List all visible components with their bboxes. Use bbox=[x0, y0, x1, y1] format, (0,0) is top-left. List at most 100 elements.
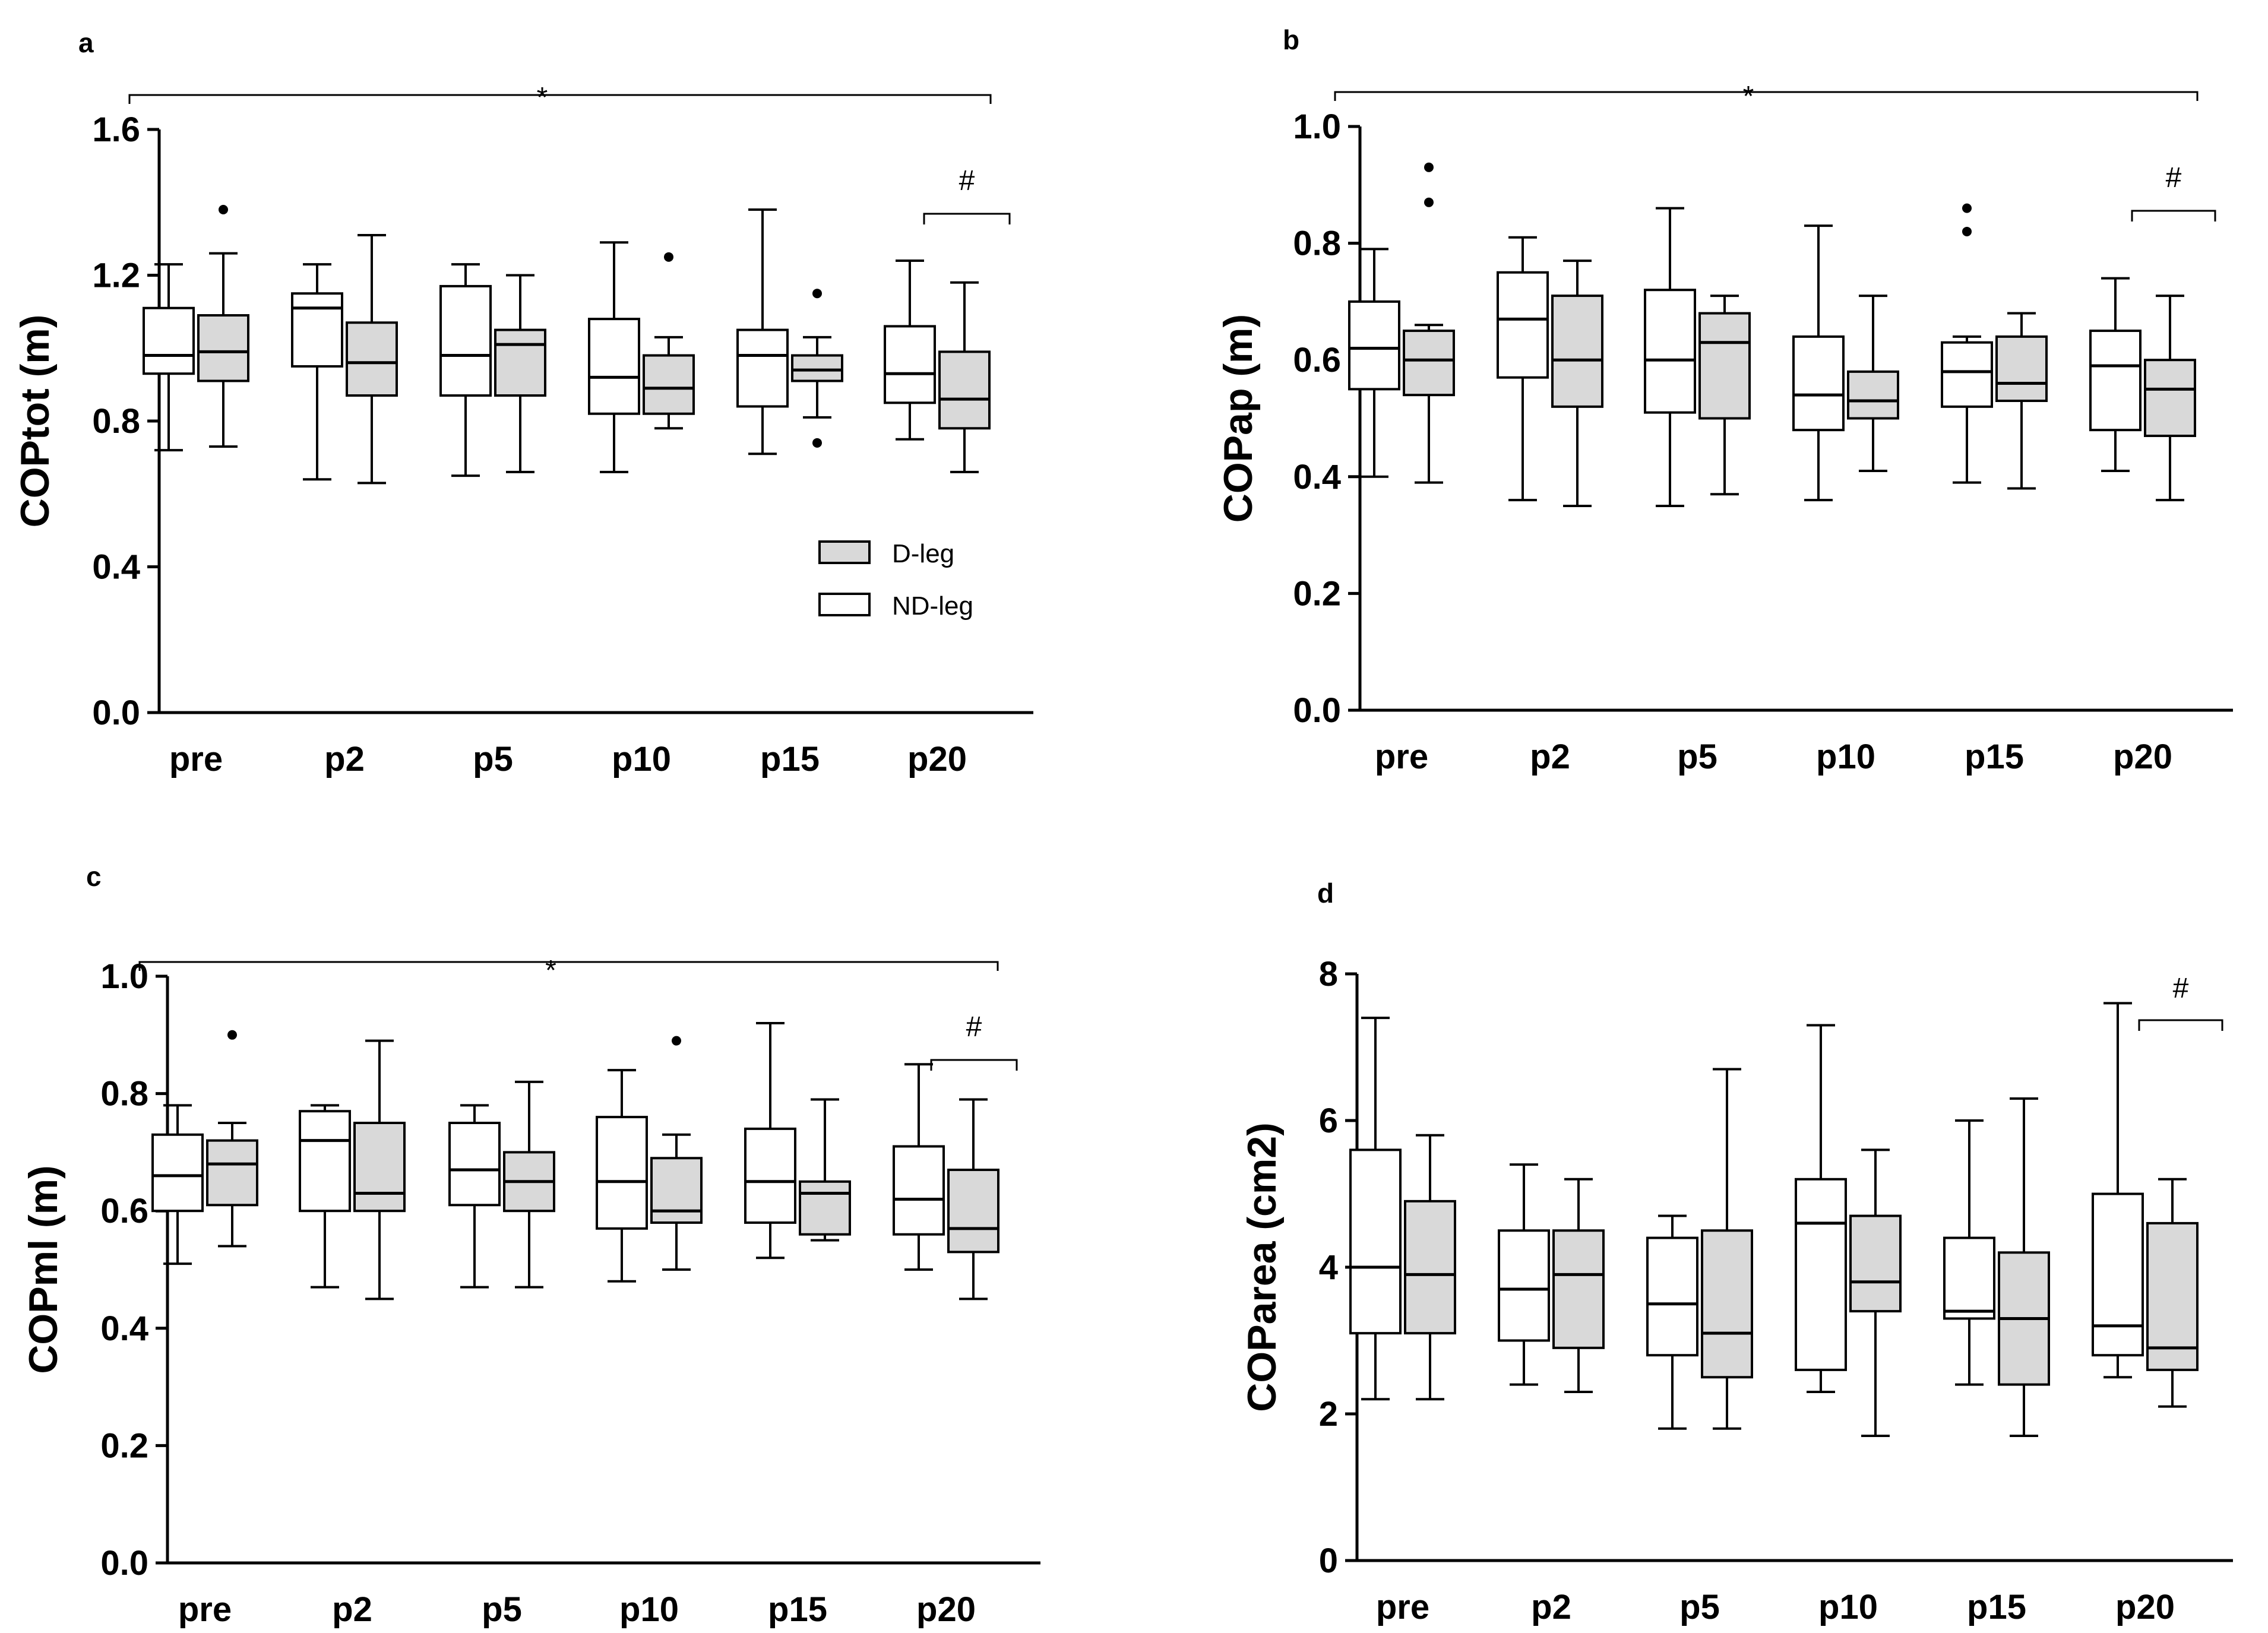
box-d-leg-p15 bbox=[1995, 312, 2048, 490]
box-d-leg-p20 bbox=[938, 281, 991, 473]
box-nd-leg-pre bbox=[151, 1104, 204, 1265]
box-iqr bbox=[1943, 1236, 1995, 1320]
x-tick-label: p20 bbox=[2115, 1588, 2175, 1626]
significance-hash: # bbox=[2166, 162, 2182, 194]
box-iqr bbox=[143, 306, 195, 375]
box-iqr bbox=[2092, 1192, 2144, 1357]
box-d-leg-p5 bbox=[1698, 295, 1751, 496]
panel-d: d COParea (cm2) 0 2 4 6 8 pre p2 p5 p10 p15 p20 # bbox=[1239, 878, 2233, 1626]
box-iqr bbox=[1847, 370, 1899, 420]
box-nd-leg-p5 bbox=[448, 1104, 501, 1289]
box-iqr bbox=[650, 1157, 703, 1224]
box-iqr bbox=[736, 328, 789, 408]
box-iqr bbox=[791, 354, 843, 382]
x-tick-label: p5 bbox=[1677, 738, 1717, 776]
box-nd-leg-p10 bbox=[1795, 1024, 1847, 1393]
box-d-leg-p10 bbox=[1847, 295, 1899, 472]
box-nd-leg-pre bbox=[143, 263, 195, 452]
box-nd-leg-p20 bbox=[893, 1063, 945, 1271]
box-iqr bbox=[799, 1180, 851, 1236]
y-tick-label: 0.8 bbox=[92, 402, 140, 441]
box-nd-leg-p10 bbox=[588, 241, 640, 473]
y-axis-label: COPap (m) bbox=[1216, 314, 1261, 523]
y-tick-label: 0.6 bbox=[100, 1192, 148, 1230]
box-nd-leg-p2 bbox=[291, 263, 343, 481]
box-d-leg-p20 bbox=[2144, 295, 2196, 502]
outlier-point bbox=[812, 438, 822, 448]
box-iqr bbox=[1941, 341, 1993, 408]
panel-a: a COPtot (m) 0.0 0.4 0.8 1.2 1.6 pre p2 p5 p10 p15 p… bbox=[12, 27, 1033, 778]
x-tick-label: p15 bbox=[760, 740, 820, 778]
box-d-leg-p5 bbox=[503, 1080, 555, 1289]
panel-label: a bbox=[78, 27, 94, 58]
box-d-leg-p20 bbox=[947, 1098, 999, 1300]
y-tick-label: 2 bbox=[1319, 1395, 1338, 1433]
box-iqr bbox=[1403, 330, 1455, 397]
box-iqr bbox=[947, 1169, 999, 1254]
box-d-leg-p20 bbox=[2146, 1178, 2199, 1408]
box-iqr bbox=[439, 284, 492, 397]
y-tick-label: 1.6 bbox=[92, 110, 140, 149]
y-tick-label: 0.4 bbox=[1293, 458, 1341, 496]
panel-label: d bbox=[1317, 878, 1334, 909]
outlier-point bbox=[672, 1036, 681, 1046]
significance-bracket-star bbox=[1334, 91, 2199, 101]
box-d-leg-p15 bbox=[799, 1098, 851, 1242]
y-tick-label: 1.0 bbox=[100, 957, 148, 996]
y-tick-label: 1.0 bbox=[1293, 107, 1341, 146]
y-tick-label: 0.0 bbox=[92, 694, 140, 732]
x-tick-label: p20 bbox=[916, 1590, 976, 1629]
x-tick-label: pre bbox=[178, 1590, 232, 1629]
x-tick-label: p2 bbox=[332, 1590, 372, 1629]
box-iqr bbox=[346, 321, 398, 397]
box-iqr bbox=[1849, 1214, 1902, 1313]
box-d-leg-p2 bbox=[346, 233, 398, 485]
box-iqr bbox=[1644, 289, 1696, 414]
box-nd-leg-p5 bbox=[1646, 1214, 1698, 1430]
x-tick-label: p15 bbox=[1967, 1588, 2026, 1626]
panel-c: c COPml (m) 0.0 0.2 0.4 0.6 0.8 1.0 pre p2 p5 p10 p1… bbox=[21, 861, 1040, 1629]
significance-hash: # bbox=[959, 165, 975, 197]
panel-label: c bbox=[86, 861, 102, 892]
box-nd-leg-p10 bbox=[1792, 224, 1845, 502]
box-iqr bbox=[353, 1122, 406, 1213]
x-tick-label: pre bbox=[169, 740, 223, 778]
x-tick-label: p20 bbox=[2113, 738, 2172, 776]
outlier-point bbox=[1962, 226, 1972, 236]
significance-bracket-hash bbox=[2138, 1019, 2223, 1031]
significance-bracket-star bbox=[138, 961, 999, 971]
y-tick-label: 0.6 bbox=[1293, 341, 1341, 379]
box-nd-leg-p2 bbox=[1497, 236, 1549, 502]
x-tick-label: p5 bbox=[1679, 1588, 1720, 1626]
y-tick-label: 4 bbox=[1319, 1248, 1338, 1287]
significance-star: * bbox=[545, 955, 556, 986]
box-iqr bbox=[206, 1139, 258, 1207]
significance-star: * bbox=[1743, 81, 1754, 112]
legend-label-d-leg: D-leg bbox=[892, 539, 954, 568]
box-iqr bbox=[1646, 1236, 1698, 1357]
x-tick-label: pre bbox=[1376, 1588, 1429, 1626]
x-tick-label: p10 bbox=[1818, 1588, 1878, 1626]
box-iqr bbox=[1348, 300, 1400, 391]
y-tick-label: 0.4 bbox=[100, 1309, 148, 1348]
x-tick-label: p10 bbox=[612, 740, 671, 778]
box-nd-leg-p5 bbox=[439, 263, 492, 477]
box-iqr bbox=[2146, 1221, 2199, 1371]
x-tick-label: p10 bbox=[619, 1590, 679, 1629]
box-d-leg-p2 bbox=[353, 1039, 406, 1300]
significance-bracket-hash bbox=[923, 213, 1011, 224]
x-tick-label: p10 bbox=[1816, 738, 1875, 776]
x-tick-label: p2 bbox=[1531, 1588, 1571, 1626]
outlier-point bbox=[227, 1030, 237, 1040]
legend: D-leg ND-leg bbox=[818, 539, 973, 621]
outlier-point bbox=[1424, 162, 1434, 172]
y-tick-label: 8 bbox=[1319, 955, 1338, 993]
box-iqr bbox=[1552, 1229, 1605, 1349]
x-tick-label: pre bbox=[1375, 738, 1428, 776]
box-iqr bbox=[893, 1145, 945, 1236]
box-d-leg-pre bbox=[197, 205, 249, 448]
y-tick-label: 0.0 bbox=[100, 1544, 148, 1583]
box-nd-leg-p10 bbox=[596, 1069, 648, 1283]
box-iqr bbox=[494, 328, 546, 397]
